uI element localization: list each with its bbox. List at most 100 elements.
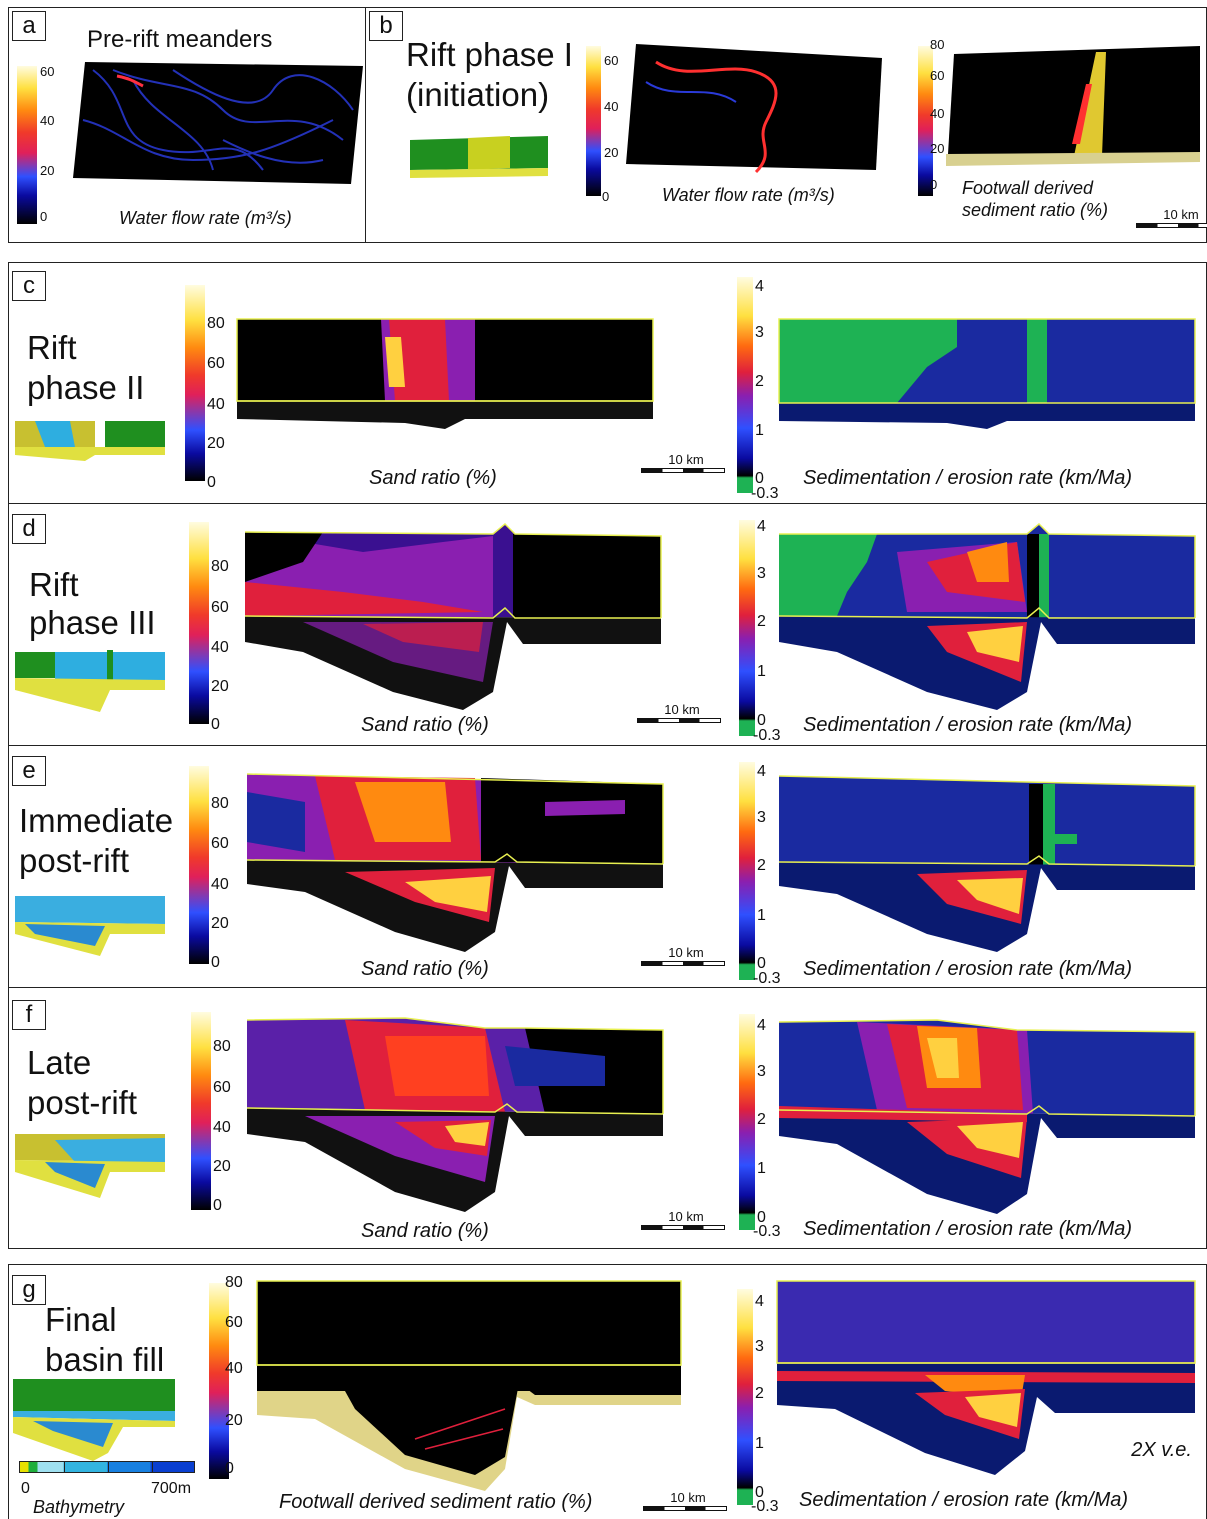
- tick: 3: [757, 809, 766, 826]
- tick: 1: [757, 663, 766, 680]
- fw-colorbar-b: [918, 46, 933, 196]
- tick: -0.3: [753, 970, 781, 987]
- tick: 60: [211, 835, 229, 852]
- tick: 80: [211, 795, 229, 812]
- tick: 0: [757, 712, 766, 729]
- fw-caption-g: Footwall derived sediment ratio (%): [279, 1491, 593, 1513]
- tick: 4: [755, 1293, 764, 1310]
- sand-section: [236, 318, 654, 429]
- panel-d: d Rift phase III 80 60 40 20 0 Sand rati…: [8, 503, 1207, 746]
- panel-letter-g: g: [12, 1275, 46, 1305]
- panel-f-title-1: Late: [27, 1044, 92, 1081]
- tick: 4: [757, 1017, 766, 1034]
- tick: 0: [211, 954, 220, 971]
- tick: 0: [755, 1484, 764, 1501]
- panel-letter-f: f: [12, 1000, 46, 1030]
- scale-label: 10 km: [670, 1490, 706, 1505]
- panel-letter-d: d: [12, 514, 46, 544]
- panel-g-title-1: Final: [45, 1301, 117, 1338]
- final-basin-fill-thumbnail: [13, 1379, 175, 1461]
- tick: 20: [930, 141, 945, 156]
- tick: 20: [213, 1158, 231, 1175]
- tick: 60: [930, 68, 945, 83]
- tick: 3: [755, 324, 764, 341]
- rate-caption: Sedimentation / erosion rate (km/Ma): [799, 1489, 1129, 1511]
- tick: 1: [757, 907, 766, 924]
- rate-section: [778, 775, 1196, 952]
- panel-f: f Late post-rift 80 60 40 20 0 Sand rati…: [8, 987, 1207, 1249]
- panel-b: b Rift phase I (initiation) 60 40 20 0 W…: [365, 7, 1207, 243]
- tick: 1: [757, 1160, 766, 1177]
- rate-caption: Sedimentation / erosion rate (km/Ma): [803, 958, 1133, 980]
- tick: -0.3: [753, 727, 781, 744]
- tick: 0: [207, 474, 216, 491]
- bathymetry-min: 0: [21, 1480, 30, 1497]
- scale-label: 10 km: [664, 702, 700, 717]
- sand-section: [244, 522, 662, 710]
- rate-section: [778, 522, 1196, 710]
- panel-c-title-1: Rift: [27, 329, 77, 366]
- tick: 40: [211, 639, 229, 656]
- tick: 2: [755, 373, 764, 390]
- rate-section: [778, 1019, 1196, 1214]
- late-post-rift-thumbnail: [15, 1134, 165, 1198]
- panel-c-title-2: phase II: [27, 369, 145, 406]
- tick: 40: [604, 99, 619, 114]
- tick: 2: [757, 613, 766, 630]
- rate-colorbar: [737, 277, 753, 493]
- scale-bar: 10 km: [641, 945, 725, 968]
- scale-label: 10 km: [668, 452, 704, 467]
- rate-caption: Sedimentation / erosion rate (km/Ma): [803, 467, 1133, 489]
- flow-caption-a: Water flow rate (m³/s): [119, 208, 292, 228]
- tick: 80: [930, 37, 945, 52]
- tick: 4: [757, 518, 766, 535]
- rift-initiation-thumbnail: [410, 136, 548, 178]
- tick: 0: [40, 209, 48, 224]
- rate-caption: Sedimentation / erosion rate (km/Ma): [803, 1218, 1133, 1240]
- scale-label: 10 km: [668, 945, 704, 960]
- sand-caption: Sand ratio (%): [361, 714, 489, 736]
- tick: 0: [225, 1460, 234, 1477]
- tick: 60: [225, 1314, 243, 1331]
- scale-label: 10 km: [1163, 207, 1199, 222]
- sand-colorbar: [185, 285, 205, 481]
- tick: 20: [211, 915, 229, 932]
- tick: 60: [604, 53, 619, 68]
- tick: 0: [757, 955, 766, 972]
- tick: 4: [757, 763, 766, 780]
- tick: 20: [207, 435, 225, 452]
- footwall-map-b: [946, 46, 1200, 166]
- bathymetry-max: 700m: [151, 1480, 192, 1497]
- tick: 60: [211, 599, 229, 616]
- tick: 4: [755, 278, 764, 295]
- tick: 1: [755, 422, 764, 439]
- tick: -0.3: [751, 485, 779, 502]
- tick: 0: [930, 177, 938, 192]
- panel-e-title-2: post-rift: [19, 842, 130, 879]
- tick: 0: [755, 470, 764, 487]
- panel-a: a Pre-rift meanders 60 40 20 0 Water flo…: [8, 7, 366, 243]
- scale-bar: 10 km: [641, 452, 725, 475]
- flow-colorbar-b: [586, 46, 601, 196]
- meander-map-a: [73, 62, 363, 184]
- tick: 0: [602, 189, 610, 204]
- panel-letter-b: b: [369, 11, 403, 41]
- sand-section: [246, 1017, 664, 1212]
- panel-g-title-2: basin fill: [45, 1341, 165, 1378]
- panel-c: c Rift phase II 80 60 40 20 0 Sand ratio…: [8, 262, 1207, 504]
- flow-caption-b: Water flow rate (m³/s): [662, 185, 835, 205]
- tick: 40: [211, 876, 229, 893]
- panel-letter-a: a: [12, 11, 46, 41]
- panel-b-title-2: (initiation): [406, 76, 550, 113]
- tick: 60: [213, 1079, 231, 1096]
- tick: 60: [207, 355, 225, 372]
- scale-bar: 10 km: [643, 1490, 727, 1513]
- fw-caption-b-2: sediment ratio (%): [962, 200, 1109, 220]
- tick: 60: [40, 64, 55, 79]
- tick: -0.3: [751, 1498, 779, 1515]
- panel-e: e Immediate post-rift 80 60 40 20 0 Sand…: [8, 745, 1207, 988]
- tick: 80: [213, 1038, 231, 1055]
- panel-letter-c: c: [12, 271, 46, 301]
- tick: 0: [757, 1209, 766, 1226]
- sand-caption: Sand ratio (%): [369, 467, 497, 489]
